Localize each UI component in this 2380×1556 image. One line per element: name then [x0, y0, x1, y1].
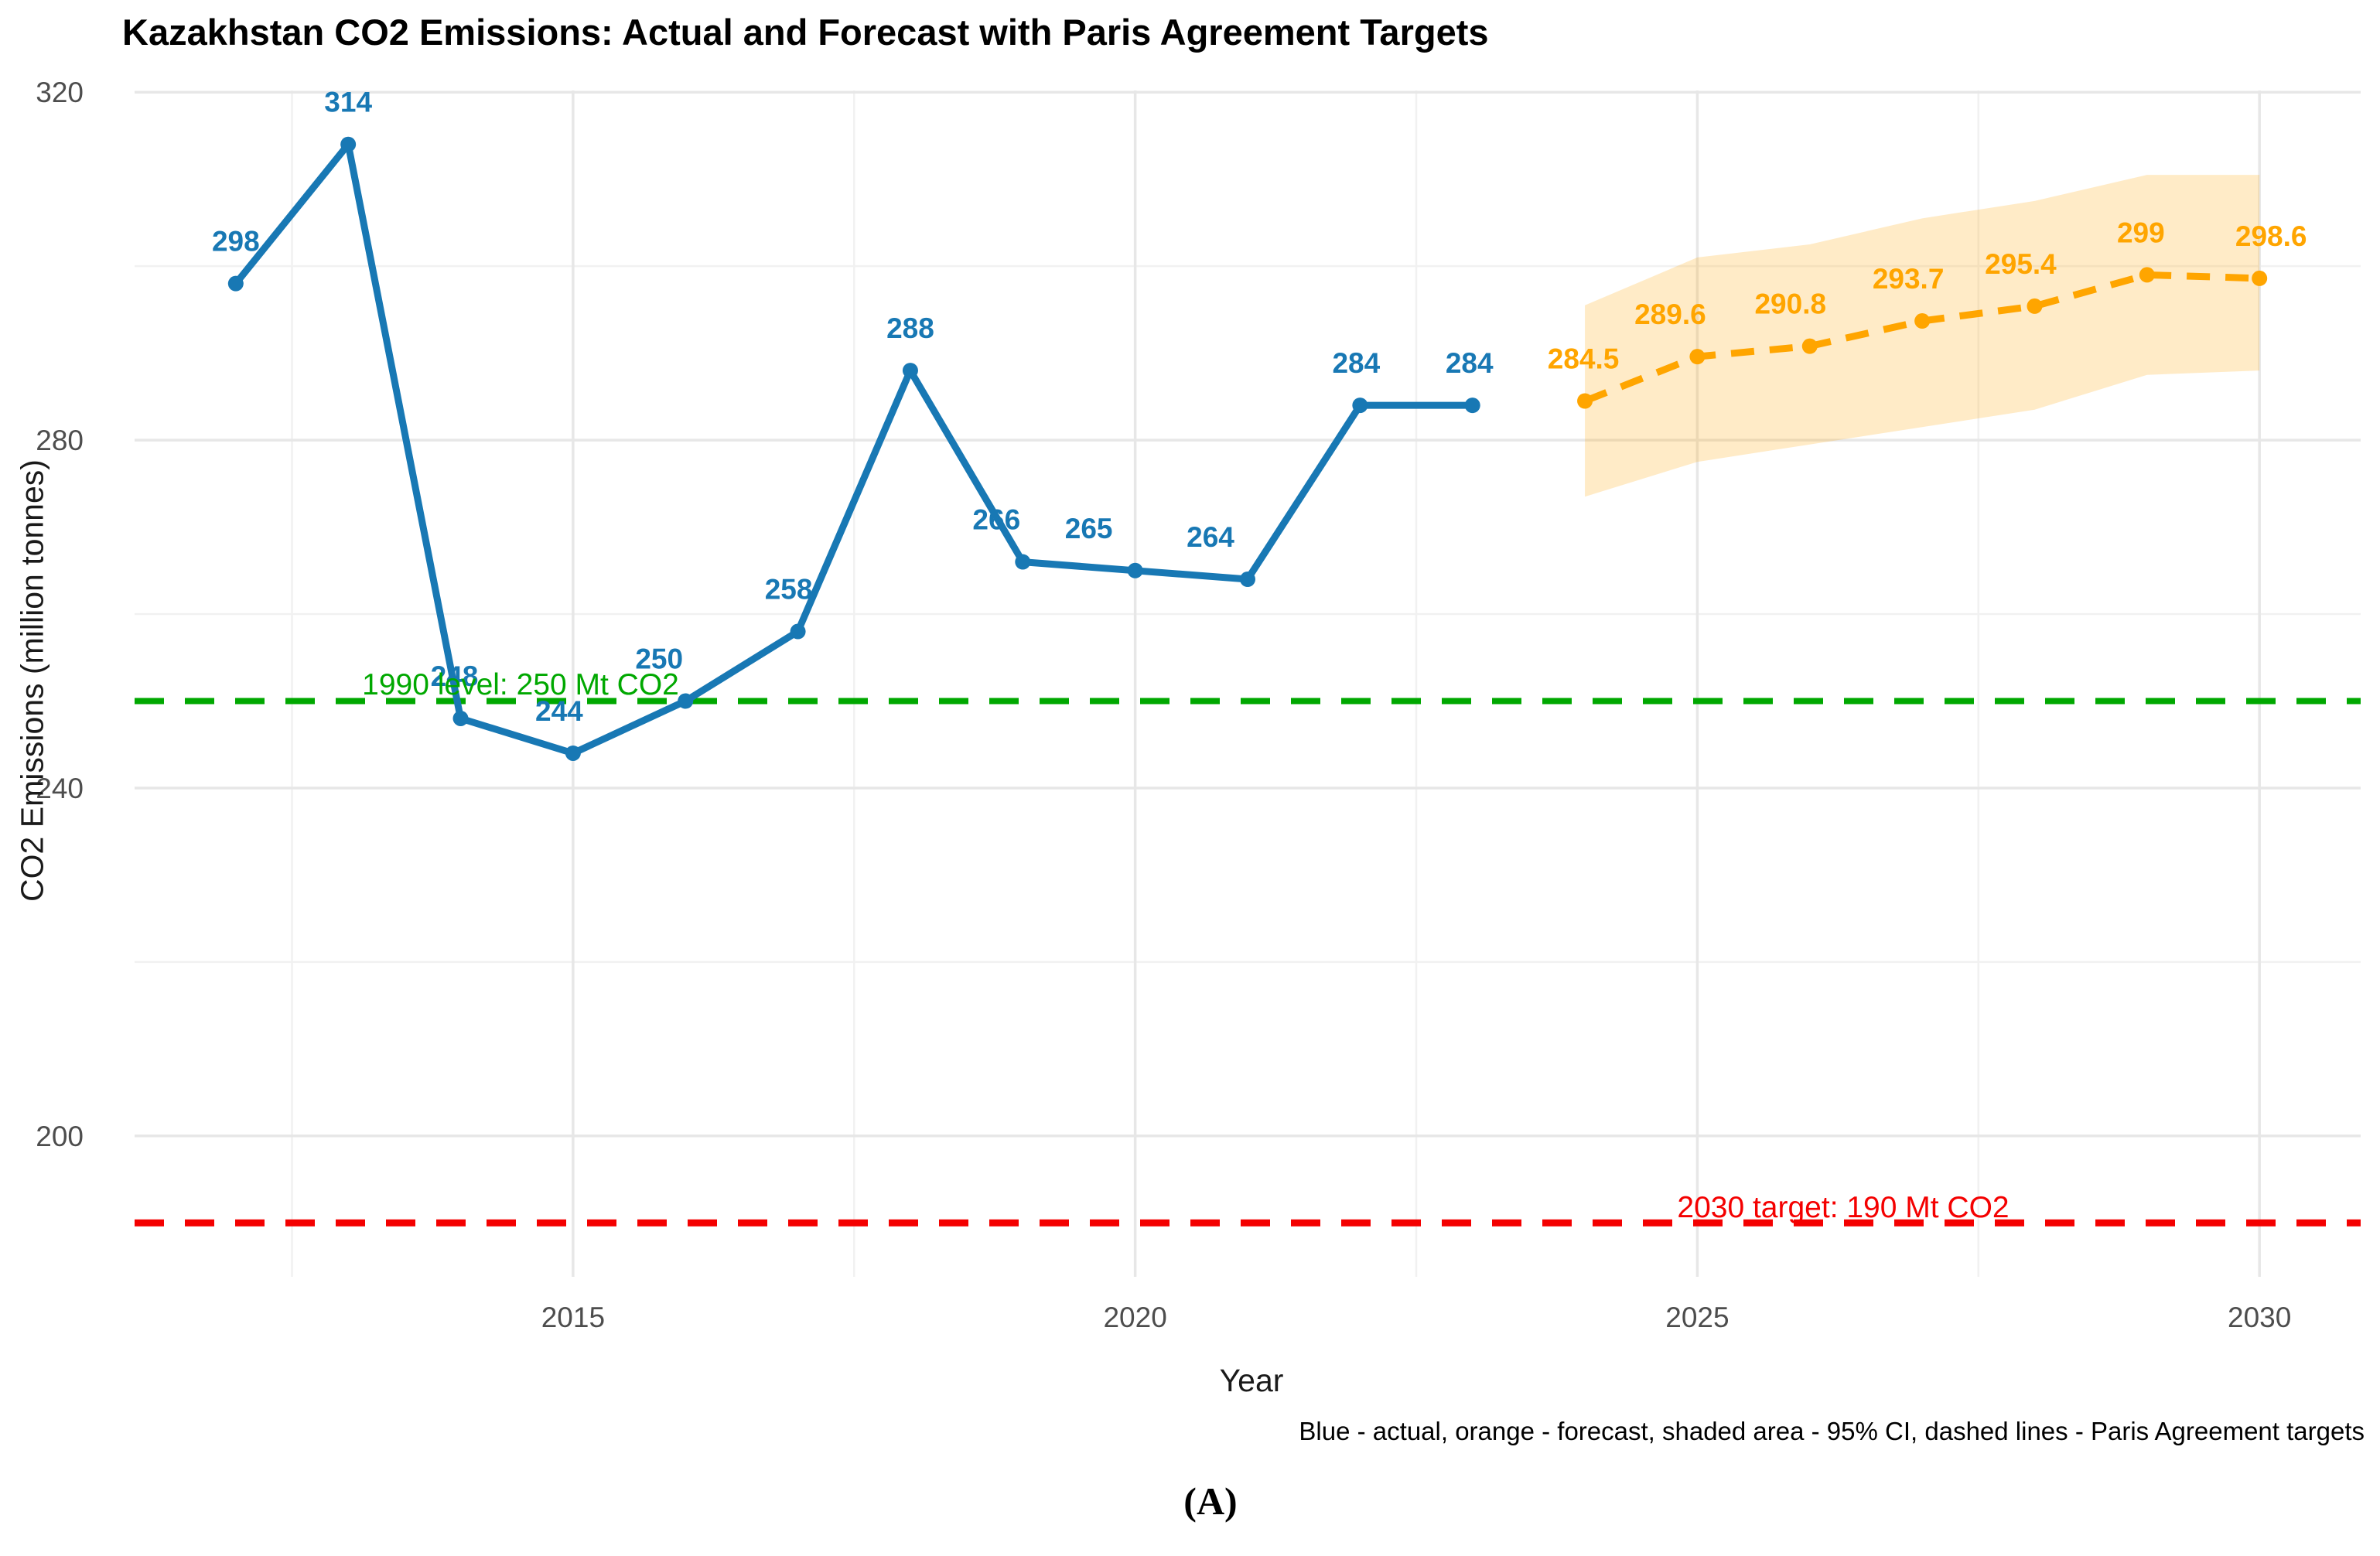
forecast-value-label: 298.6 [2235, 220, 2307, 252]
actual-value-label: 244 [535, 695, 583, 727]
figure-panel-label: (A) [1183, 1479, 1238, 1523]
actual-point-2022 [1352, 398, 1368, 414]
chart-title: Kazakhstan CO2 Emissions: Actual and For… [122, 12, 1489, 53]
actual-point-2019 [1015, 554, 1031, 570]
hline-label: 2030 target: 190 Mt CO2 [1677, 1191, 2009, 1224]
forecast-value-label: 295.4 [1985, 248, 2057, 280]
actual-point-2020 [1127, 562, 1143, 578]
actual-line [232, 141, 1477, 757]
actual-point-2023 [1464, 398, 1480, 414]
actual-value-label: 284 [1446, 347, 1494, 379]
x-tick-label: 2025 [1665, 1302, 1729, 1333]
actual-point-2018 [902, 363, 918, 379]
actual-value-label: 288 [886, 312, 934, 344]
forecast-value-label: 284.5 [1548, 343, 1620, 374]
forecast-point-2026 [1801, 338, 1818, 354]
actual-value-label: 264 [1187, 521, 1234, 553]
forecast-point-2027 [1914, 313, 1931, 329]
forecast-value-label: 293.7 [1873, 263, 1945, 295]
x-tick-label: 2020 [1103, 1302, 1166, 1333]
actual-point-2015 [565, 745, 581, 761]
actual-value-label: 248 [431, 660, 479, 692]
forecast-value-label: 299 [2117, 217, 2165, 248]
x-tick-label: 2015 [541, 1302, 605, 1333]
x-tick-label: 2030 [2228, 1302, 2291, 1333]
forecast-value-label: 290.8 [1754, 288, 1826, 320]
actual-point-2021 [1240, 572, 1255, 588]
actual-value-label: 284 [1332, 347, 1380, 379]
actual-value-label: 250 [635, 643, 683, 674]
confidence-band [1585, 175, 2260, 497]
y-tick-label: 240 [36, 773, 84, 804]
forecast-point-2029 [2139, 267, 2155, 283]
y-tick-label: 280 [36, 425, 84, 456]
actual-value-label: 266 [972, 504, 1020, 536]
y-tick-label: 320 [36, 77, 84, 108]
actual-value-label: 258 [765, 574, 813, 606]
forecast-point-2030 [2252, 270, 2268, 286]
forecast-value-label: 289.6 [1634, 299, 1706, 330]
hline-label: 1990 level: 250 Mt CO2 [362, 668, 679, 701]
actual-value-label: 298 [212, 226, 260, 258]
actual-point-2013 [340, 136, 357, 152]
y-axis-title: CO2 Emissions (million tonnes) [14, 459, 50, 902]
actual-value-label: 314 [324, 87, 372, 118]
actual-point-2012 [227, 275, 244, 292]
actual-value-label: 265 [1065, 513, 1113, 544]
forecast-point-2024 [1577, 393, 1593, 409]
actual-point-2017 [790, 623, 806, 640]
chart-caption: Blue - actual, orange - forecast, shaded… [1299, 1417, 2365, 1445]
actual-point-2016 [678, 693, 694, 709]
forecast-point-2025 [1689, 349, 1706, 365]
x-axis-title: Year [1219, 1363, 1284, 1398]
y-tick-label: 200 [36, 1121, 84, 1152]
forecast-point-2028 [2027, 298, 2043, 314]
actual-point-2014 [452, 710, 469, 726]
